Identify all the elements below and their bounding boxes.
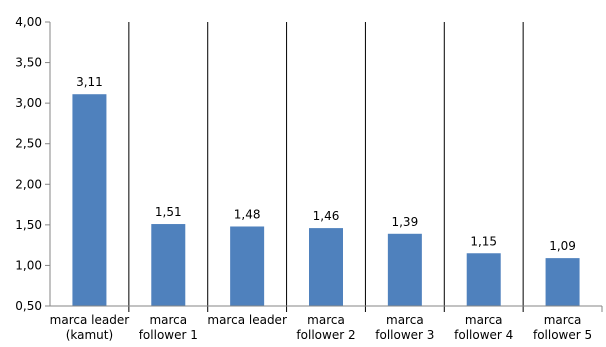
- data-label: 1,15: [470, 234, 497, 248]
- y-tick-label: 3,50: [15, 56, 42, 70]
- data-label: 1,39: [391, 215, 418, 229]
- y-tick-label: 3,00: [15, 96, 42, 110]
- bar: [466, 253, 501, 306]
- data-label: 1,46: [313, 209, 340, 223]
- category-label: marca leader: [50, 313, 130, 327]
- bars: 3,11 1,51 1,48 1,46 1,39 1,15 1,09: [72, 75, 580, 307]
- bar: [151, 224, 186, 306]
- bar: [387, 233, 422, 306]
- y-tick-label: 4,00: [15, 15, 42, 29]
- category-label: follower 3: [375, 328, 434, 342]
- y-axis: 0,50 1,00 1,50 2,00 2,50 3,00 3,50 4,00: [15, 15, 51, 313]
- y-tick-label: 2,50: [15, 137, 42, 151]
- category-label: (kamut): [66, 328, 113, 342]
- y-tick-label: 1,00: [15, 258, 42, 272]
- y-tick-label: 0,50: [15, 299, 42, 313]
- bar: [230, 226, 265, 306]
- category-label: marca: [386, 313, 424, 327]
- category-label: follower 1: [139, 328, 198, 342]
- data-label: 1,48: [234, 207, 261, 221]
- data-label: 1,51: [155, 205, 182, 219]
- category-label: marca: [465, 313, 503, 327]
- category-separators: [128, 22, 524, 312]
- data-label: 3,11: [76, 75, 103, 89]
- category-label: follower 2: [296, 328, 355, 342]
- bar: [72, 94, 107, 307]
- category-label: marca: [544, 313, 582, 327]
- category-label: marca: [307, 313, 345, 327]
- y-tick-label: 2,00: [15, 177, 42, 191]
- data-label: 1,09: [549, 239, 576, 253]
- category-label: follower 5: [533, 328, 592, 342]
- category-label: marca leader: [207, 313, 287, 327]
- category-label: marca: [149, 313, 187, 327]
- y-tick-label: 1,50: [15, 218, 42, 232]
- bar: [545, 258, 580, 306]
- bar: [309, 228, 343, 306]
- category-label: follower 4: [454, 328, 513, 342]
